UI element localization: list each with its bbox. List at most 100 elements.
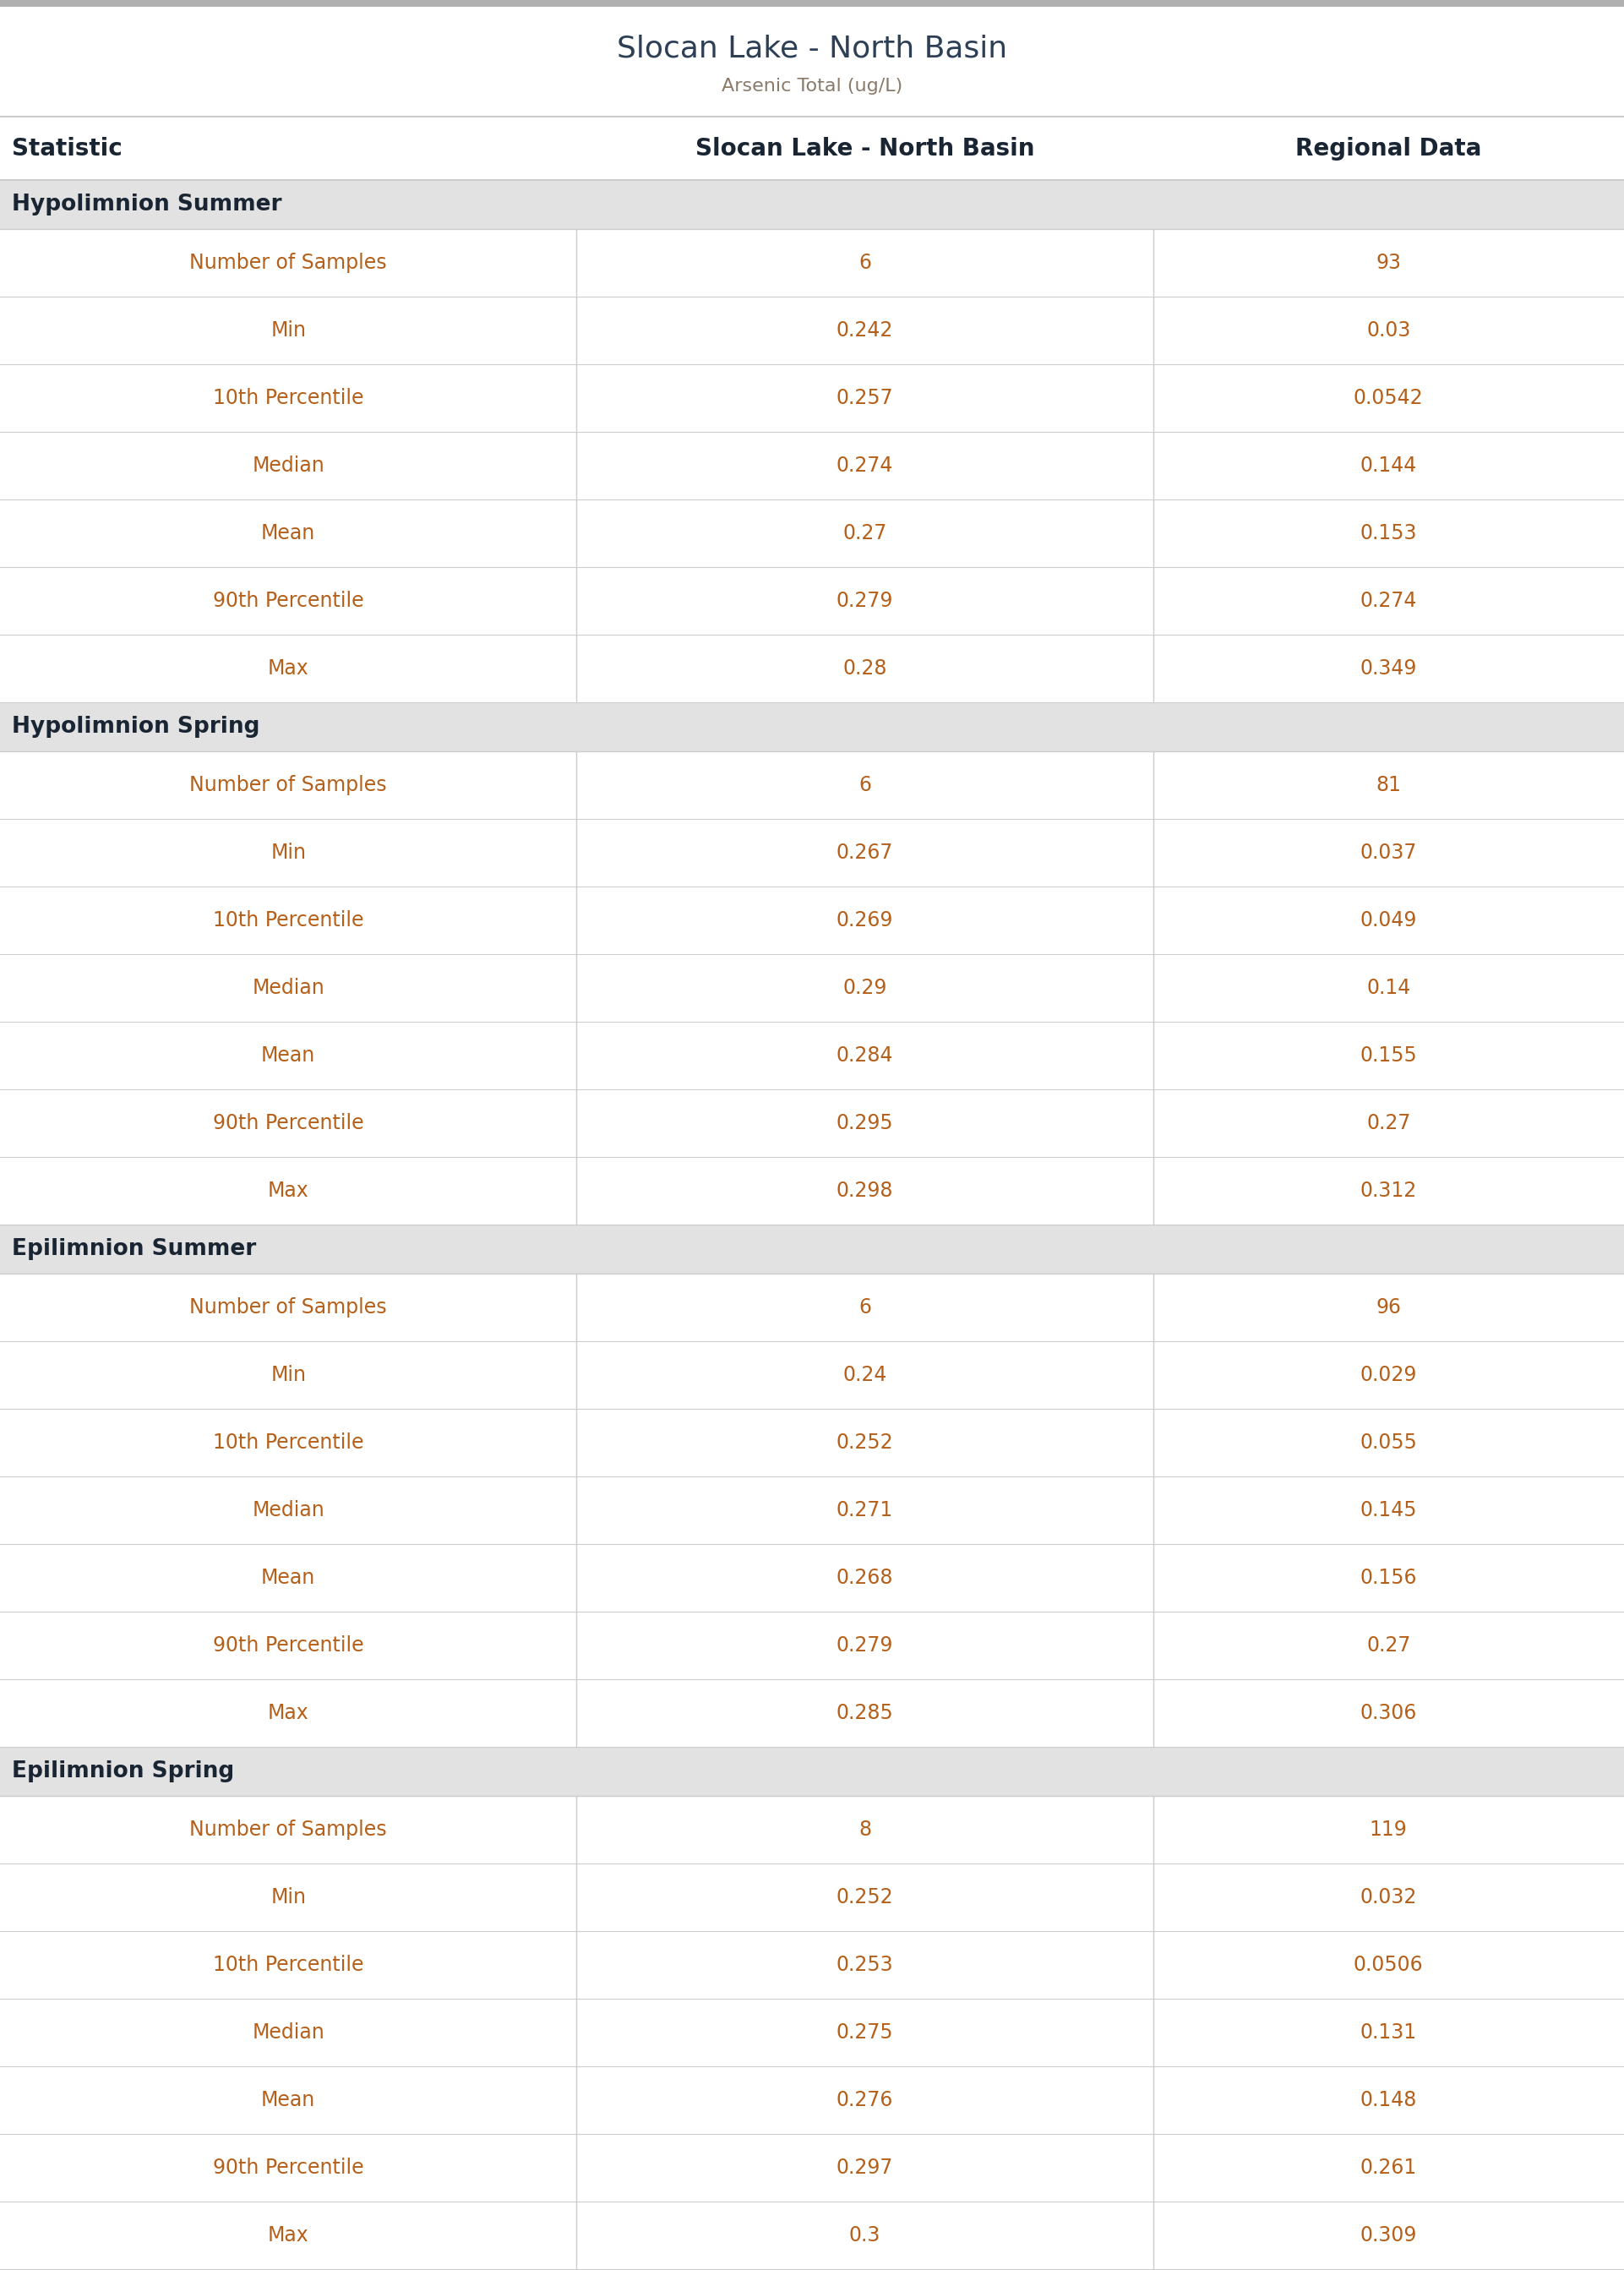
Text: 0.274: 0.274 [1359,590,1418,611]
Text: Max: Max [268,1702,309,1723]
Text: Slocan Lake - North Basin: Slocan Lake - North Basin [617,34,1007,64]
Text: 90th Percentile: 90th Percentile [213,1112,364,1133]
Bar [0,1748,1624,1796]
Text: 0.032: 0.032 [1359,1886,1418,1907]
Text: 0.297: 0.297 [836,2156,893,2177]
Text: 0.261: 0.261 [1361,2156,1416,2177]
Text: Median: Median [252,2023,325,2043]
Text: 0.279: 0.279 [836,1634,893,1655]
Text: Max: Max [268,658,309,679]
Bar [0,1932,1624,1998]
Text: 96: 96 [1376,1296,1402,1317]
Text: 0.055: 0.055 [1359,1432,1418,1453]
Bar [0,1476,1624,1544]
Bar [0,2134,1624,2202]
Text: 0.24: 0.24 [843,1364,887,1385]
Text: Min: Min [271,842,305,863]
Bar [0,1544,1624,1612]
Text: 0.267: 0.267 [836,842,893,863]
Text: Number of Samples: Number of Samples [190,1296,387,1317]
Text: 0.275: 0.275 [836,2023,893,2043]
Text: 0.306: 0.306 [1359,1702,1418,1723]
Text: Min: Min [271,320,305,340]
Text: 10th Percentile: 10th Percentile [213,1954,364,1975]
Bar [0,888,1624,953]
Text: 0.0542: 0.0542 [1354,388,1423,409]
Text: 93: 93 [1376,252,1402,272]
Text: Epilimnion Spring: Epilimnion Spring [11,1762,234,1782]
Text: 0.29: 0.29 [843,978,887,999]
Text: Statistic: Statistic [11,136,122,161]
Text: 0.271: 0.271 [836,1500,893,1521]
Text: 119: 119 [1369,1821,1408,1839]
Text: 0.242: 0.242 [836,320,893,340]
Bar [0,1864,1624,1932]
Bar [0,363,1624,431]
Text: 0.269: 0.269 [836,910,893,931]
Text: Mean: Mean [261,1046,315,1065]
Bar [0,1342,1624,1410]
Text: 0.27: 0.27 [843,522,887,543]
Bar [0,1612,1624,1680]
Text: 0.049: 0.049 [1359,910,1418,931]
Bar [0,2202,1624,2270]
Text: 0.252: 0.252 [836,1432,893,1453]
Text: 10th Percentile: 10th Percentile [213,1432,364,1453]
Text: Number of Samples: Number of Samples [190,1821,387,1839]
Text: Regional Data: Regional Data [1296,136,1481,161]
Bar [0,0,1624,7]
Text: 0.14: 0.14 [1366,978,1411,999]
Bar [0,1158,1624,1224]
Bar [0,1680,1624,1748]
Text: 8: 8 [859,1821,870,1839]
Text: 90th Percentile: 90th Percentile [213,590,364,611]
Text: 0.276: 0.276 [836,2091,893,2111]
Text: Epilimnion Summer: Epilimnion Summer [11,1237,257,1260]
Text: 90th Percentile: 90th Percentile [213,1634,364,1655]
Text: Mean: Mean [261,522,315,543]
Text: Min: Min [271,1364,305,1385]
Text: 0.295: 0.295 [836,1112,893,1133]
Bar [0,1796,1624,1864]
Text: 0.148: 0.148 [1359,2091,1418,2111]
Text: Mean: Mean [261,2091,315,2111]
Text: 0.309: 0.309 [1359,2225,1418,2245]
Text: 0.285: 0.285 [836,1702,893,1723]
Bar [0,431,1624,499]
Text: 0.27: 0.27 [1366,1112,1411,1133]
Text: 0.312: 0.312 [1361,1180,1416,1201]
Text: 0.037: 0.037 [1359,842,1418,863]
Bar [0,1998,1624,2066]
Bar [0,1224,1624,1273]
Bar [0,1022,1624,1090]
Text: 0.3: 0.3 [849,2225,880,2245]
Bar [0,636,1624,701]
Text: 81: 81 [1376,774,1402,794]
Text: Median: Median [252,456,325,477]
Text: Hypolimnion Spring: Hypolimnion Spring [11,715,260,738]
Bar [0,229,1624,297]
Text: 0.284: 0.284 [836,1046,893,1065]
Text: 6: 6 [859,1296,870,1317]
Text: 0.156: 0.156 [1359,1569,1418,1589]
Text: Max: Max [268,2225,309,2245]
Text: Number of Samples: Number of Samples [190,252,387,272]
Text: 6: 6 [859,774,870,794]
Text: Min: Min [271,1886,305,1907]
Text: 0.153: 0.153 [1359,522,1418,543]
Text: 0.253: 0.253 [836,1954,893,1975]
Bar [0,499,1624,568]
Bar [0,297,1624,363]
Text: 90th Percentile: 90th Percentile [213,2156,364,2177]
Text: 0.252: 0.252 [836,1886,893,1907]
Text: 0.0506: 0.0506 [1354,1954,1423,1975]
Text: 0.27: 0.27 [1366,1634,1411,1655]
Text: 0.144: 0.144 [1361,456,1416,477]
Bar [0,1273,1624,1342]
Text: 0.029: 0.029 [1359,1364,1418,1385]
Text: Hypolimnion Summer: Hypolimnion Summer [11,193,283,216]
Text: Slocan Lake - North Basin: Slocan Lake - North Basin [695,136,1034,161]
Bar [0,2066,1624,2134]
Text: 0.279: 0.279 [836,590,893,611]
Bar [0,751,1624,819]
